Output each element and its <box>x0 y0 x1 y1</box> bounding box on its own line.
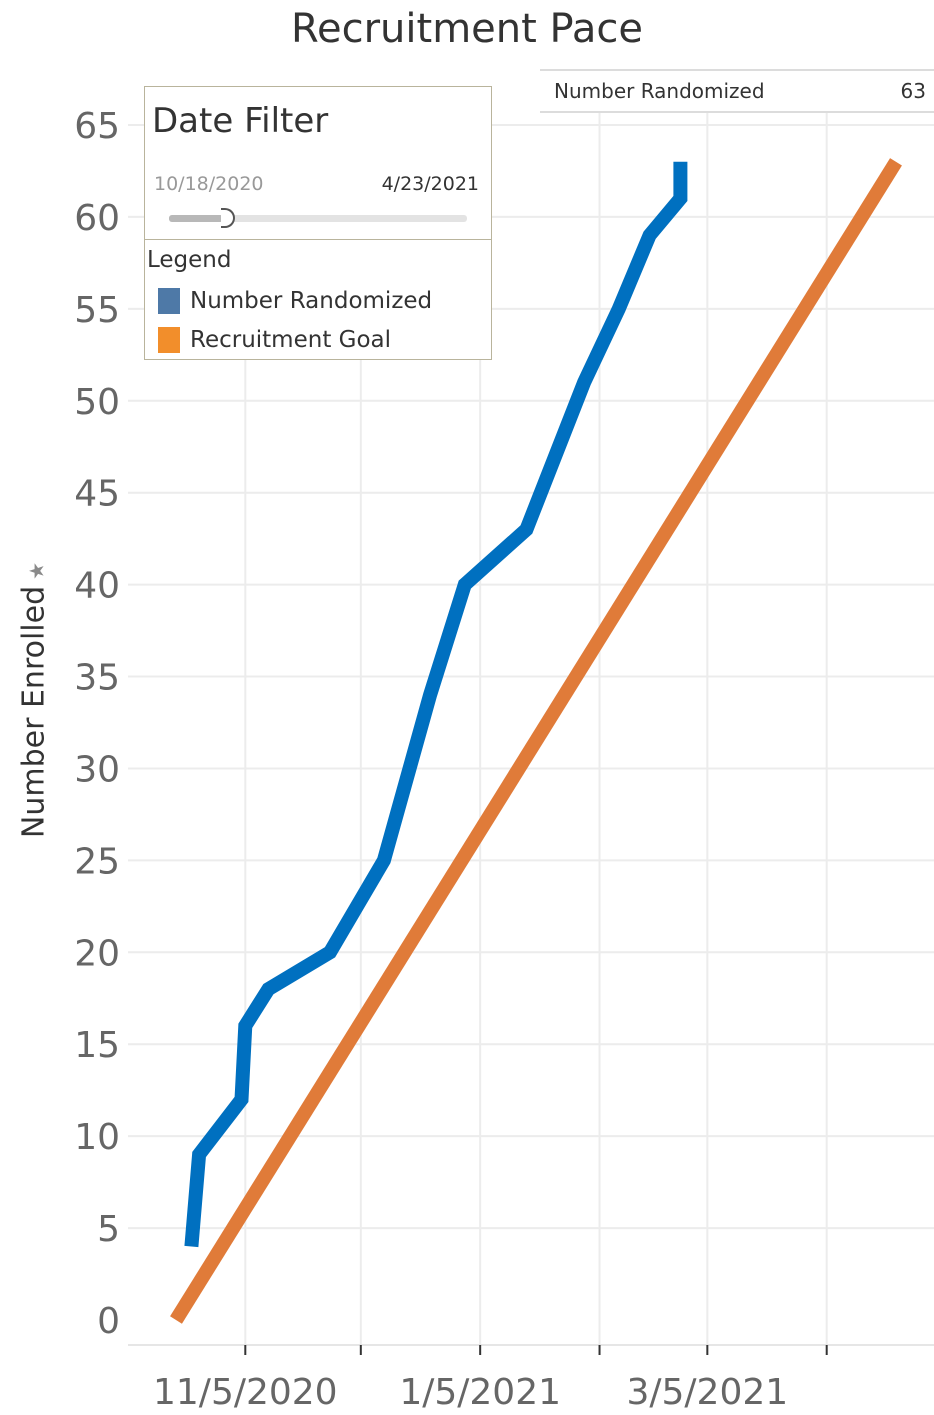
series-line-number-randomized <box>184 161 688 1248</box>
date-slider-handle[interactable] <box>221 208 235 228</box>
y-tick-label: 65 <box>74 106 120 147</box>
y-tick-label: 25 <box>74 841 120 882</box>
date-slider-track[interactable] <box>169 215 467 222</box>
filter-legend-panel: Date Filter 10/18/2020 4/23/2021 Legend … <box>144 86 492 360</box>
pin-icon[interactable]: ★ <box>24 561 49 580</box>
kpi-number-randomized: Number Randomized 63 <box>540 69 934 113</box>
date-filter-max: 4/23/2021 <box>381 173 479 195</box>
legend-swatch-number-randomized <box>158 288 180 314</box>
y-tick-label: 5 <box>97 1209 120 1250</box>
legend-label: Number Randomized <box>190 288 433 314</box>
kpi-label: Number Randomized <box>554 79 765 103</box>
date-filter-min: 10/18/2020 <box>154 173 264 195</box>
y-tick-label: 50 <box>74 382 120 423</box>
legend-label: Recruitment Goal <box>190 327 392 353</box>
y-axis-label: Number Enrolled <box>16 585 52 839</box>
y-tick-label: 45 <box>74 474 120 515</box>
date-filter-title: Date Filter <box>152 101 329 141</box>
panel-divider <box>145 239 491 240</box>
y-tick-label: 0 <box>97 1301 120 1342</box>
y-tick-label: 60 <box>74 198 120 239</box>
legend-swatch-recruitment-goal <box>158 327 180 353</box>
x-tick-label: 11/5/2020 <box>153 1372 338 1413</box>
y-tick-label: 15 <box>74 1025 120 1066</box>
y-axis-ticks: 0 5 10 15 20 25 30 35 40 45 50 55 60 65 <box>74 106 120 1342</box>
y-tick-label: 20 <box>74 933 120 974</box>
y-tick-label: 55 <box>74 290 120 331</box>
chart-title: Recruitment Pace <box>291 6 643 52</box>
x-tick-label: 1/5/2021 <box>399 1372 561 1413</box>
y-tick-label: 30 <box>74 749 120 790</box>
y-tick-label: 40 <box>74 566 120 607</box>
kpi-value: 63 <box>900 79 926 103</box>
y-tick-label: 35 <box>74 658 120 699</box>
y-axis-title: Number Enrolled ★ <box>16 520 52 880</box>
y-tick-label: 10 <box>74 1117 120 1158</box>
x-tick-label: 3/5/2021 <box>626 1372 788 1413</box>
date-slider-fill <box>169 215 223 222</box>
x-axis-ticks: 11/5/2020 1/5/2021 3/5/2021 <box>153 1345 828 1413</box>
series-lines <box>170 158 902 1324</box>
legend-title: Legend <box>147 247 232 273</box>
series-line-recruitment-goal <box>170 158 902 1324</box>
